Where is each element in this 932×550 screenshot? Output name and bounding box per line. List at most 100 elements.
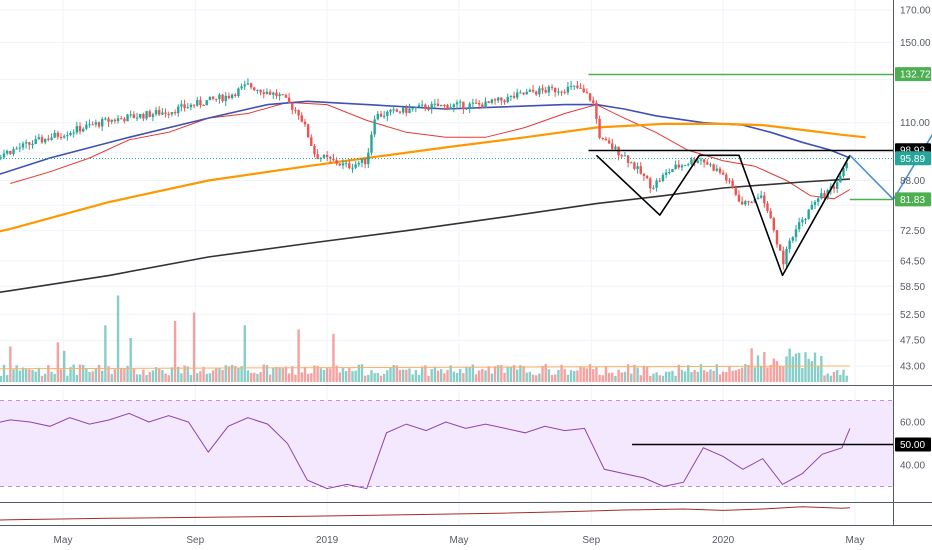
candle-body[interactable]	[43, 138, 47, 143]
candle-body[interactable]	[259, 89, 262, 93]
candle-body[interactable]	[97, 122, 101, 127]
candle-body[interactable]	[725, 174, 728, 181]
candle-body[interactable]	[329, 157, 332, 159]
candle-body[interactable]	[161, 112, 164, 115]
candle-body[interactable]	[465, 108, 468, 110]
candle-body[interactable]	[756, 197, 760, 200]
candle-body[interactable]	[401, 107, 405, 113]
candle-body[interactable]	[516, 92, 519, 98]
candle-body[interactable]	[386, 111, 389, 116]
candle-body[interactable]	[611, 143, 614, 149]
candle-body[interactable]	[547, 86, 551, 93]
candle-body[interactable]	[408, 108, 411, 113]
candle-body[interactable]	[420, 104, 424, 106]
moving-average-line[interactable]	[0, 122, 866, 251]
candle-body[interactable]	[21, 143, 25, 148]
candle-body[interactable]	[237, 88, 240, 97]
candle-body[interactable]	[205, 100, 208, 106]
candle-body[interactable]	[785, 248, 788, 265]
candle-body[interactable]	[709, 164, 712, 166]
candle-body[interactable]	[31, 144, 34, 146]
candle-body[interactable]	[275, 92, 278, 96]
candle-body[interactable]	[246, 83, 250, 85]
candle-body[interactable]	[490, 99, 494, 103]
candle-body[interactable]	[294, 109, 297, 111]
candle-body[interactable]	[544, 90, 547, 93]
candle-body[interactable]	[604, 138, 608, 141]
candle-body[interactable]	[531, 89, 535, 92]
candle-body[interactable]	[139, 113, 142, 118]
candle-body[interactable]	[633, 162, 636, 169]
candle-body[interactable]	[189, 104, 193, 108]
candle-body[interactable]	[78, 126, 82, 132]
candle-body[interactable]	[0, 157, 3, 159]
candle-body[interactable]	[177, 106, 180, 114]
candle-body[interactable]	[18, 147, 22, 149]
candle-body[interactable]	[706, 162, 709, 165]
candle-body[interactable]	[778, 244, 782, 251]
candle-body[interactable]	[744, 201, 747, 205]
candle-body[interactable]	[249, 83, 253, 88]
candle-body[interactable]	[807, 209, 810, 219]
candle-body[interactable]	[338, 163, 342, 166]
candle-body[interactable]	[832, 186, 836, 189]
candle-body[interactable]	[113, 119, 117, 122]
candle-body[interactable]	[468, 103, 471, 109]
candle-body[interactable]	[281, 94, 284, 96]
candle-body[interactable]	[215, 98, 218, 100]
candle-body[interactable]	[382, 115, 386, 117]
candle-body[interactable]	[626, 155, 630, 163]
candle-body[interactable]	[588, 93, 592, 101]
candle-body[interactable]	[221, 94, 224, 102]
candle-body[interactable]	[170, 112, 174, 115]
candle-body[interactable]	[696, 160, 699, 163]
candle-body[interactable]	[446, 105, 449, 110]
candle-body[interactable]	[389, 109, 392, 112]
candle-body[interactable]	[154, 110, 158, 115]
candle-body[interactable]	[28, 142, 31, 145]
candle-body[interactable]	[458, 101, 462, 103]
candle-body[interactable]	[192, 104, 196, 106]
candle-body[interactable]	[351, 167, 354, 169]
indicator-line[interactable]	[0, 506, 850, 521]
moving-average-line[interactable]	[0, 100, 851, 205]
candle-body[interactable]	[69, 133, 72, 136]
candles-layer[interactable]	[0, 78, 848, 270]
candle-body[interactable]	[439, 104, 443, 107]
candle-body[interactable]	[341, 163, 345, 166]
candle-body[interactable]	[322, 155, 326, 158]
candle-body[interactable]	[639, 166, 642, 174]
rsi-panel[interactable]: 60.00 40.00 50.00	[0, 400, 931, 490]
candle-body[interactable]	[595, 102, 598, 119]
candle-body[interactable]	[348, 163, 351, 169]
candle-body[interactable]	[354, 164, 357, 168]
candle-body[interactable]	[797, 222, 801, 230]
candle-body[interactable]	[208, 96, 212, 101]
candle-body[interactable]	[37, 137, 41, 140]
candle-body[interactable]	[576, 85, 579, 88]
candle-body[interactable]	[452, 104, 456, 108]
candle-body[interactable]	[363, 158, 367, 165]
candle-body[interactable]	[573, 85, 576, 87]
candle-body[interactable]	[747, 201, 750, 203]
candle-body[interactable]	[509, 95, 513, 97]
candle-body[interactable]	[734, 188, 738, 195]
candle-body[interactable]	[66, 135, 69, 137]
candle-body[interactable]	[12, 149, 15, 155]
candle-body[interactable]	[728, 180, 731, 182]
candle-body[interactable]	[512, 95, 516, 98]
candle-body[interactable]	[417, 105, 421, 108]
candle-body[interactable]	[300, 115, 303, 122]
candle-body[interactable]	[845, 162, 848, 169]
candle-body[interactable]	[183, 104, 186, 108]
candle-body[interactable]	[148, 111, 151, 117]
candle-body[interactable]	[196, 100, 199, 106]
candle-body[interactable]	[550, 86, 554, 88]
candle-body[interactable]	[477, 103, 481, 105]
candle-body[interactable]	[53, 132, 56, 138]
candle-body[interactable]	[750, 202, 753, 204]
candle-body[interactable]	[759, 195, 763, 198]
price-tag[interactable]	[895, 192, 931, 207]
candle-body[interactable]	[129, 114, 132, 116]
